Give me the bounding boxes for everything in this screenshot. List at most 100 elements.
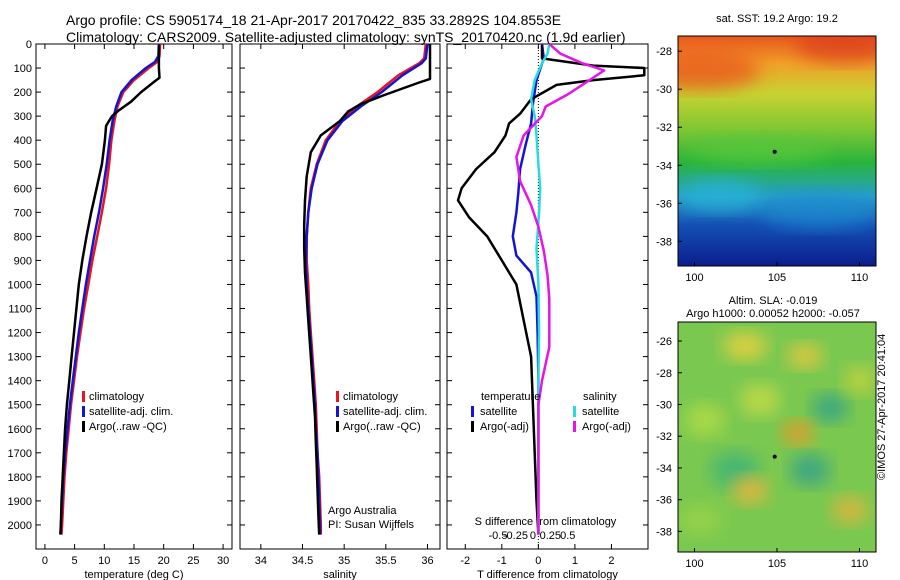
top-tick-label: 0.25 [540, 530, 561, 542]
y-tick-label: -30 [656, 399, 672, 411]
legend-swatch [573, 406, 576, 417]
x-tick-label: 35 [338, 555, 350, 567]
y-tick-label: -34 [656, 160, 672, 172]
legend-label: satellite-adj. clim. [343, 406, 427, 418]
y-tick-label: 1400 [8, 376, 32, 388]
legend-label: climatology [89, 391, 145, 403]
legend-swatch [471, 421, 474, 432]
series-line-satellite-adj-clim- [59, 44, 161, 535]
legend-swatch [82, 421, 85, 432]
sla-patch [723, 332, 767, 360]
y-tick-label: 1700 [8, 448, 32, 460]
annotation-line: Argo Australia [328, 505, 397, 517]
top-tick-label: -0.25 [503, 530, 528, 542]
y-tick-label: 700 [14, 207, 32, 219]
x-tick-label: 35.5 [375, 555, 396, 567]
y-tick-label: 1200 [8, 328, 32, 340]
series-line-argo-adj- [515, 44, 606, 535]
figure-title-line-2: Climatology: CARS2009. Satellite-adjuste… [66, 29, 626, 45]
series-group [59, 44, 162, 535]
x-tick-label: 34 [255, 555, 267, 567]
y-tick-label: 600 [14, 183, 32, 195]
top-tick-label: -0.5 [489, 530, 508, 542]
legend-label: satellite-adj. clim. [89, 406, 173, 418]
y-tick-label: 2000 [8, 520, 32, 532]
legend-swatch [82, 391, 85, 402]
x-tick-label: 110 [851, 272, 869, 284]
x-tick-label: 105 [768, 272, 786, 284]
y-tick-label: -26 [656, 336, 672, 348]
y-tick-label: -30 [656, 84, 672, 96]
x-tick-label: 0 [535, 555, 541, 567]
legend-label: Argo(-adj) [582, 421, 631, 433]
plot-frame-difference [446, 43, 649, 550]
panel-salinity: 34 34.5 35 35.5 36 salinity climatology satelli… [239, 43, 441, 580]
top-tick-label: 0.5 [560, 530, 575, 542]
series-group [302, 44, 432, 535]
sla-patch [685, 404, 725, 436]
y-tick-label: 400 [14, 135, 32, 147]
legend-swatch [573, 421, 576, 432]
x-tick-label: 30 [217, 555, 229, 567]
x-tick-label: 105 [768, 558, 786, 570]
legend-label: satellite [582, 406, 619, 418]
y-tick-label: 1000 [8, 279, 32, 291]
map-title: Altim. SLA: -0.019 [729, 295, 818, 307]
series-group [456, 44, 646, 535]
legend-header: salinity [583, 391, 617, 403]
legend-label: Argo(..raw -QC) [89, 421, 167, 433]
x-tick-label: 36 [421, 555, 433, 567]
panel-temperature: 0100200300400500600700800900100011001200… [8, 39, 233, 580]
y-tick-label: 500 [14, 159, 32, 171]
sst-patch [680, 179, 760, 211]
sst-field [678, 36, 876, 266]
x-tick-label: 5 [72, 555, 78, 567]
y-tick-label: -32 [656, 431, 672, 443]
y-tick-label: 1600 [8, 424, 32, 436]
sla-patch [832, 496, 868, 524]
panel-difference: -2 -1 0 1 2 T difference from climatology -0.5… [446, 43, 649, 580]
legend-header: temperature [481, 391, 540, 403]
legend-swatch [82, 406, 85, 417]
series-line-satellite-adj-clim- [304, 44, 429, 535]
x-tick-label: 20 [158, 555, 170, 567]
y-tick-label: 1500 [8, 400, 32, 412]
x-tick-label: 0 [42, 555, 48, 567]
sla-patch [790, 454, 830, 486]
argo-position-marker [772, 149, 777, 154]
sst-patch [760, 192, 876, 228]
y-tick-label: -32 [656, 122, 672, 134]
y-tick-label: 1900 [8, 496, 32, 508]
sla-patch [782, 421, 814, 445]
x-axis-label: temperature (deg C) [84, 569, 183, 580]
sla-patch [678, 504, 722, 536]
legend-label: climatology [343, 391, 399, 403]
sla-patch [844, 366, 876, 394]
y-tick-label: 0 [26, 39, 32, 51]
series-line-argo-adj- [456, 45, 646, 535]
x-tick-label: 1 [572, 555, 578, 567]
y-tick-label: -38 [656, 526, 672, 538]
sst-patch [678, 50, 760, 90]
x-tick-label: 110 [851, 558, 869, 570]
y-tick-label: -36 [656, 198, 672, 210]
y-tick-label: 300 [14, 111, 32, 123]
sla-patch [732, 476, 768, 504]
sst-patch [795, 36, 876, 63]
y-tick-label: 800 [14, 231, 32, 243]
x-axis-label: T difference from climatology [477, 569, 618, 580]
sla-patch [740, 384, 780, 416]
legend-swatch [471, 406, 474, 417]
x-tick-label: 2 [608, 555, 614, 567]
legend-label: Argo(-adj) [480, 421, 529, 433]
sst-patch [690, 136, 830, 164]
y-tick-label: -36 [656, 495, 672, 507]
y-tick-label: 1100 [8, 304, 32, 316]
y-tick-label: 200 [14, 87, 32, 99]
x-tick-label: 15 [128, 555, 140, 567]
x-tick-label: 25 [187, 555, 199, 567]
series-line-satellite [529, 44, 551, 535]
legend-swatch [336, 406, 339, 417]
series-line-climatology [305, 44, 428, 535]
